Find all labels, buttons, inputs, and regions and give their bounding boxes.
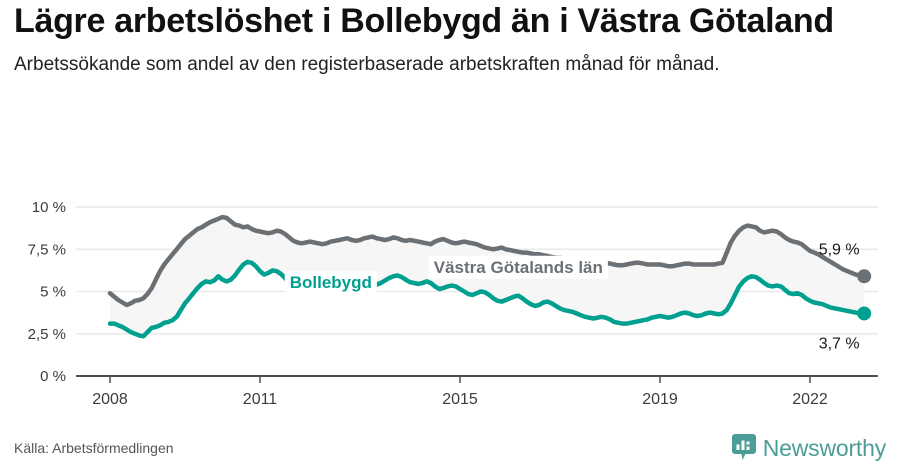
newsworthy-wordmark: Newsworthy — [762, 434, 886, 461]
page-title: Lägre arbetslöshet i Bollebygd än i Väst… — [14, 2, 834, 40]
x-tick-label: 2022 — [792, 391, 828, 408]
endpoint-dot-vastra-gotalands-lan — [857, 269, 872, 284]
endpoint-dot-bollebygd — [857, 306, 872, 321]
end-value-label-vastra-gotalands-lan: 5,9 % — [819, 241, 860, 258]
chart-container: 0 % 2,5 % 5 % 7,5 % 10 % Västra Götalands lä… — [0, 186, 900, 418]
newsworthy-logo: Newsworthy — [731, 434, 886, 462]
y-tick-label: 10 % — [32, 199, 66, 216]
series-label-bollebygd: Bollebygd — [284, 271, 377, 295]
x-axis-tick-labels: 2008 2011 2015 2019 2022 — [92, 391, 828, 408]
source-note: Källa: Arbetsförmedlingen — [14, 440, 174, 456]
newsworthy-bars-pin-icon — [731, 434, 756, 462]
line-chart: 0 % 2,5 % 5 % 7,5 % 10 % Västra Götalands lä… — [28, 199, 878, 408]
y-tick-label: 0 % — [40, 368, 66, 385]
y-tick-label: 7,5 % — [28, 241, 66, 258]
series-label-vastra-gotalands-lan: Västra Götalands län — [428, 255, 608, 279]
x-tick-label: 2008 — [92, 391, 128, 408]
line-vastra-gotalands-lan — [107, 214, 867, 308]
x-tick-label: 2011 — [243, 391, 278, 408]
end-value-label-bollebygd: 3,7 % — [819, 335, 860, 352]
y-tick-label: 5 % — [40, 284, 66, 301]
line-bollebygd — [107, 259, 867, 339]
x-axis-ticks — [109, 376, 811, 383]
y-tick-label: 2,5 % — [28, 326, 66, 343]
series-label-bollebygd-text: Bollebygd — [290, 273, 372, 292]
series-label-vastra-gotalands-lan-text: Västra Götalands län — [434, 258, 603, 277]
x-tick-label: 2015 — [442, 391, 478, 408]
y-axis-tick-labels: 0 % 2,5 % 5 % 7,5 % 10 % — [28, 199, 66, 385]
page-subtitle: Arbetssökande som andel av den registerb… — [14, 54, 720, 75]
chart-footer: Källa: Arbetsförmedlingen Newsworthy — [0, 434, 900, 474]
x-tick-label: 2019 — [642, 391, 678, 408]
